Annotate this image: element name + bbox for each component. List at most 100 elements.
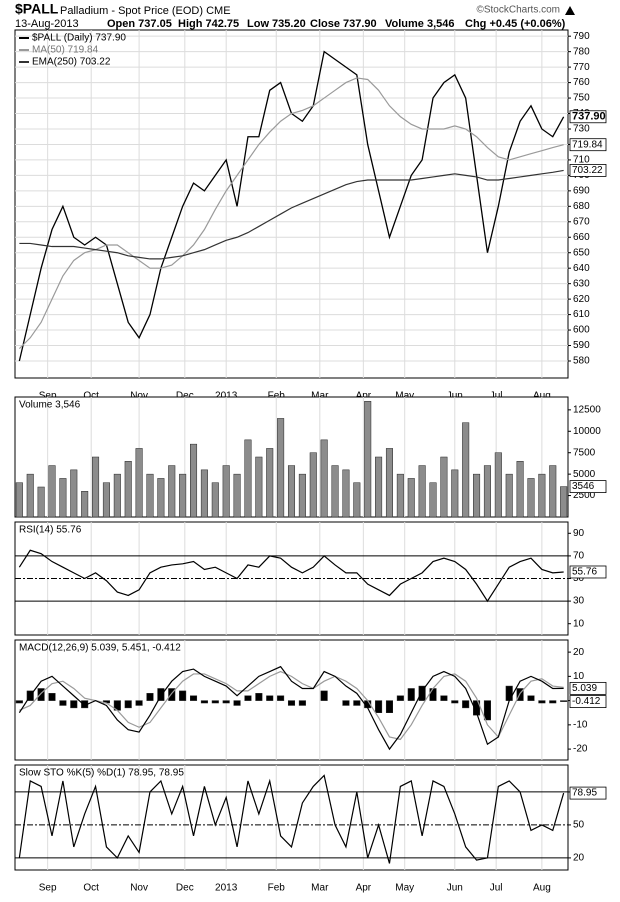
- y-tick-label: 660: [573, 232, 590, 243]
- x-tick-label: Jul: [490, 883, 503, 894]
- bar: [342, 700, 350, 706]
- x-tick-label: Sep: [39, 883, 57, 894]
- y-tick-label: 620: [573, 294, 590, 305]
- y-tick-label: 50: [573, 573, 585, 584]
- bar: [124, 461, 132, 518]
- bar: [59, 478, 67, 518]
- end-label: -0.412: [572, 696, 601, 707]
- bar: [462, 700, 470, 709]
- x-tick-label: Dec: [176, 391, 194, 402]
- bar: [549, 700, 557, 704]
- series-line: [18, 549, 564, 603]
- y-tick-label: -20: [573, 744, 588, 755]
- panel-frame: [14, 639, 569, 761]
- bar: [277, 695, 285, 701]
- y-tick-label: 10: [573, 618, 585, 629]
- date: 13-Aug-2013: [15, 18, 79, 30]
- bar: [200, 469, 208, 518]
- x-tick-label: 2013: [215, 883, 238, 894]
- bar: [418, 465, 426, 518]
- arrow-icon: [565, 6, 575, 15]
- bar: [483, 465, 491, 518]
- instrument-name: Palladium - Spot Price (EOD) CME: [60, 5, 231, 17]
- series-line: [18, 774, 565, 864]
- end-label-box: [569, 138, 607, 152]
- bar: [168, 465, 176, 518]
- legend-label: EMA(250) 703.22: [32, 57, 111, 68]
- bar: [70, 469, 78, 518]
- bar: [353, 482, 361, 518]
- series-line: [18, 665, 564, 751]
- x-tick-label: Dec: [176, 883, 194, 894]
- bar: [527, 478, 535, 518]
- y-tick-label: 600: [573, 325, 590, 336]
- bar: [222, 465, 230, 518]
- bar: [364, 401, 372, 518]
- end-label: 3546: [572, 481, 595, 492]
- bar: [407, 478, 415, 518]
- bar: [385, 700, 393, 713]
- y-tick-label: 580: [573, 356, 590, 367]
- bar: [429, 482, 437, 518]
- bar: [560, 700, 568, 702]
- legend-label: MA(50) 719.84: [32, 45, 99, 56]
- bar: [451, 700, 459, 704]
- stat: High 742.75: [178, 18, 239, 30]
- bar: [179, 473, 187, 518]
- panel-title: Slow STO %K(5) %D(1) 78.95, 78.95: [19, 768, 184, 779]
- bar: [15, 482, 23, 518]
- bar: [287, 465, 296, 518]
- bar: [244, 695, 252, 701]
- bar: [440, 456, 448, 518]
- bar: [549, 465, 557, 518]
- y-tick-label: 710: [573, 155, 590, 166]
- stat: Volume 3,546: [385, 18, 455, 30]
- bar: [385, 448, 393, 518]
- x-tick-label: Mar: [311, 391, 329, 402]
- bar: [113, 473, 121, 518]
- y-tick-label: 5000: [573, 469, 596, 480]
- bar: [538, 700, 546, 704]
- y-tick-label: 50: [573, 820, 585, 831]
- x-tick-label: Aug: [533, 883, 551, 894]
- y-tick-label: 760: [573, 77, 590, 88]
- bar: [287, 700, 296, 706]
- bar: [483, 700, 491, 721]
- bar: [37, 688, 45, 701]
- end-label-box: [569, 164, 607, 177]
- bar: [429, 688, 437, 701]
- series-line: [19, 670, 564, 741]
- bar: [505, 473, 513, 518]
- panel-title: Volume 3,546: [19, 400, 81, 411]
- bar: [375, 456, 383, 518]
- bar: [255, 456, 263, 518]
- bar: [309, 452, 317, 518]
- bar: [222, 700, 230, 704]
- bar: [81, 491, 89, 518]
- bar: [146, 473, 154, 518]
- bar: [418, 685, 426, 701]
- symbol: $PALL: [15, 1, 59, 17]
- bar: [298, 473, 306, 518]
- y-tick-label: 70: [573, 551, 585, 562]
- series-line: [18, 77, 564, 350]
- y-tick-label: 650: [573, 247, 590, 258]
- bar: [255, 693, 263, 701]
- bar: [179, 690, 187, 701]
- x-tick-label: Aug: [533, 391, 551, 402]
- bar: [473, 700, 481, 716]
- stat: Low 735.20: [247, 18, 306, 30]
- y-tick-label: 10000: [573, 426, 601, 437]
- panel-frame: [14, 29, 569, 379]
- y-tick-label: 730: [573, 124, 590, 135]
- bar: [211, 482, 219, 518]
- end-label: 719.84: [572, 139, 603, 150]
- y-tick-label: 790: [573, 31, 590, 42]
- y-tick-label: 780: [573, 46, 590, 57]
- y-tick-label: 30: [573, 596, 585, 607]
- x-tick-label: Oct: [83, 883, 99, 894]
- stat: Open 737.05: [107, 18, 172, 30]
- stat: Close 737.90: [310, 18, 377, 30]
- y-tick-label: 770: [573, 62, 590, 73]
- bar: [102, 482, 110, 518]
